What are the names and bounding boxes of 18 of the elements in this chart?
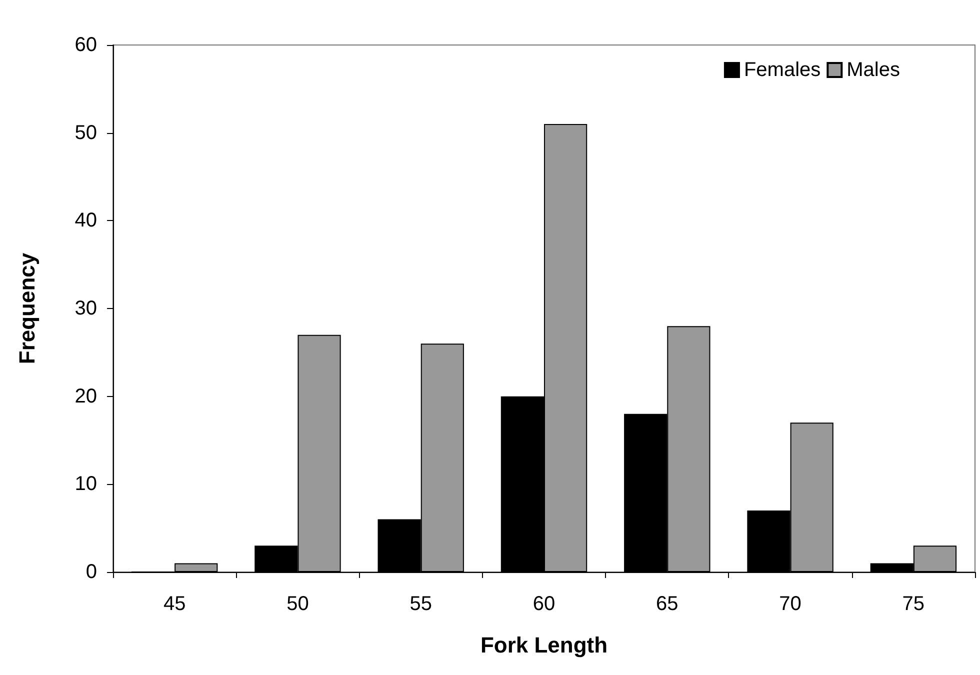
y-tick-label: 0 xyxy=(86,561,97,583)
legend-label: Males xyxy=(846,59,900,81)
x-tick-label: 75 xyxy=(902,593,925,615)
x-tick-label: 60 xyxy=(532,593,556,615)
x-tick-label: 50 xyxy=(286,593,309,615)
x-tick-label: 45 xyxy=(163,593,186,615)
y-tick-label: 40 xyxy=(74,210,97,232)
y-tick-label: 10 xyxy=(74,473,97,496)
y-tick-label: 20 xyxy=(74,385,97,408)
y-tick-label: 30 xyxy=(74,298,97,320)
x-tick-label: 70 xyxy=(779,593,802,615)
y-tick-label: 50 xyxy=(74,122,97,144)
y-axis-title: Frequency xyxy=(14,252,40,364)
legend-label: Females xyxy=(744,59,821,81)
x-axis-title: Fork Length xyxy=(480,632,608,658)
x-tick-label: 65 xyxy=(656,593,678,615)
x-tick-label: 55 xyxy=(410,593,432,615)
y-tick-label: 60 xyxy=(74,34,97,56)
